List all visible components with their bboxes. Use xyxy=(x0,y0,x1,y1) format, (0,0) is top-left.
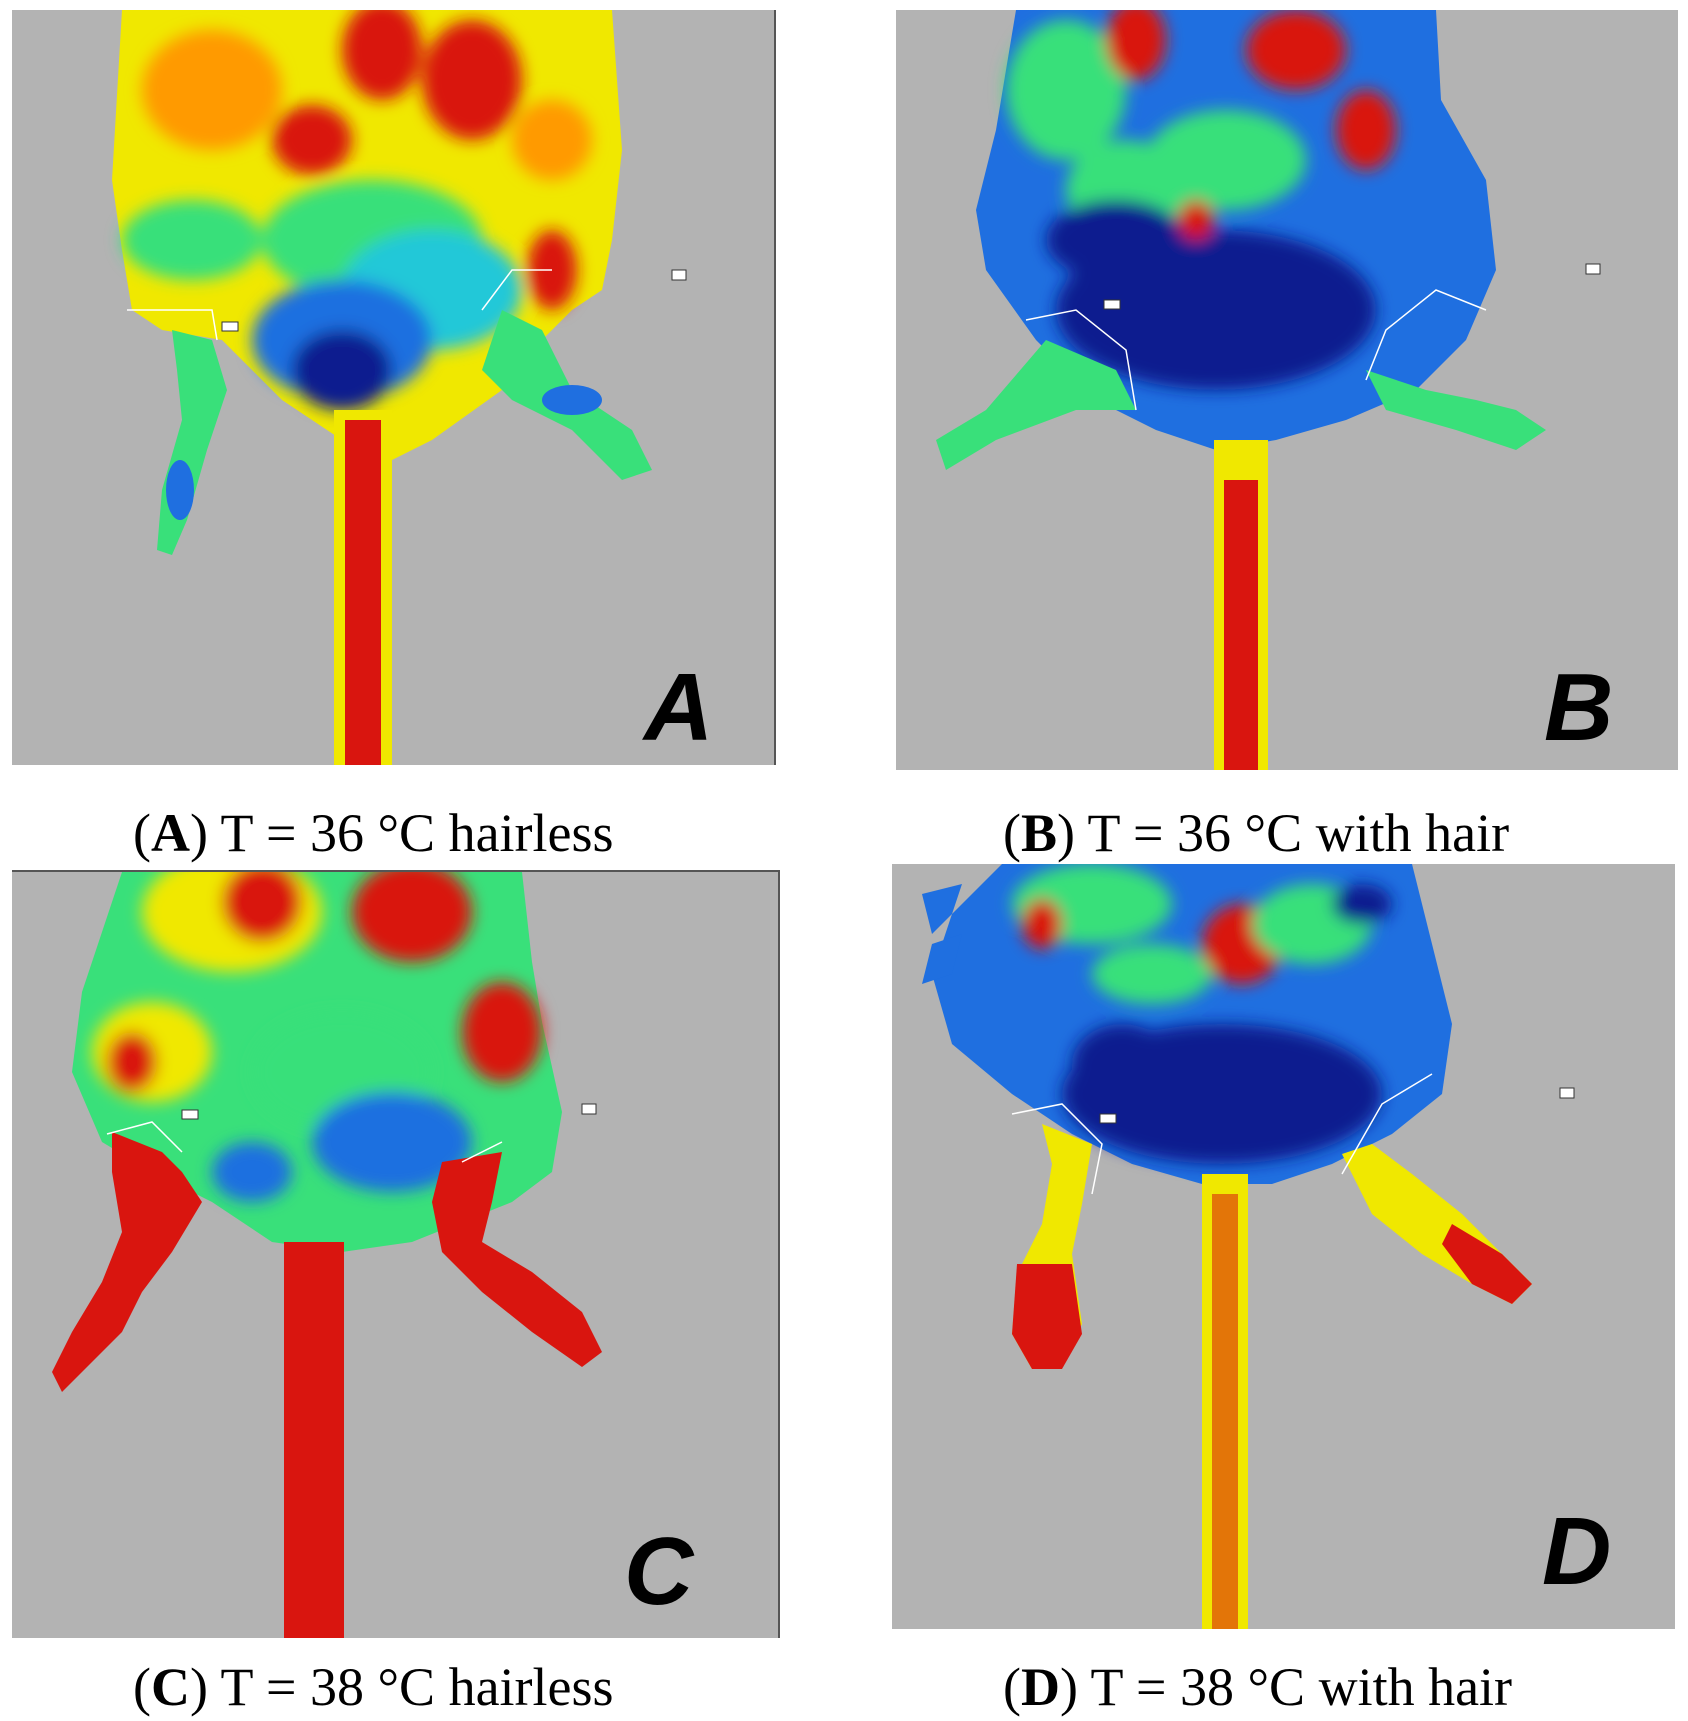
caption-text-d: T = 38 °C with hair xyxy=(1090,1657,1513,1717)
thermal-figure-c xyxy=(52,872,602,1638)
caption-letter-b: B xyxy=(1020,803,1058,863)
thermal-figure-d xyxy=(922,864,1575,1629)
right-leg-b xyxy=(1366,370,1546,450)
panel-letter-d: D xyxy=(1542,1498,1612,1605)
thermal-image-c: C xyxy=(12,870,780,1638)
caption-letter-d: D xyxy=(1020,1657,1060,1717)
panel-letter-c: C xyxy=(624,1518,694,1625)
caption-text-c: T = 38 °C hairless xyxy=(220,1657,614,1717)
thermal-figure-a xyxy=(112,10,687,765)
caption-letter-a: A xyxy=(150,803,190,863)
caption-d: (D) T = 38 °C with hair xyxy=(1003,1657,1513,1717)
tail-c xyxy=(284,1242,344,1638)
thermal-image-b: B xyxy=(896,10,1678,770)
panel-letter-a: A xyxy=(644,654,714,761)
caption-c: (C) T = 38 °C hairless xyxy=(133,1657,614,1717)
thermal-image-a: A xyxy=(12,10,776,765)
left-leg-b xyxy=(936,340,1136,470)
caption-a: (A) T = 36 °C hairless xyxy=(133,803,614,863)
caption-letter-c: C xyxy=(150,1657,190,1717)
thermal-figure-b xyxy=(936,10,1601,770)
caption-b: (B) T = 36 °C with hair xyxy=(1003,803,1510,863)
left-leg-a xyxy=(157,330,227,555)
thermal-image-d: D xyxy=(892,864,1675,1629)
panel-letter-b: B xyxy=(1544,654,1614,761)
caption-text-a: T = 36 °C hairless xyxy=(220,803,614,863)
left-leg-c xyxy=(52,1132,202,1392)
caption-text-b: T = 36 °C with hair xyxy=(1087,803,1510,863)
right-leg-c xyxy=(432,1152,602,1367)
